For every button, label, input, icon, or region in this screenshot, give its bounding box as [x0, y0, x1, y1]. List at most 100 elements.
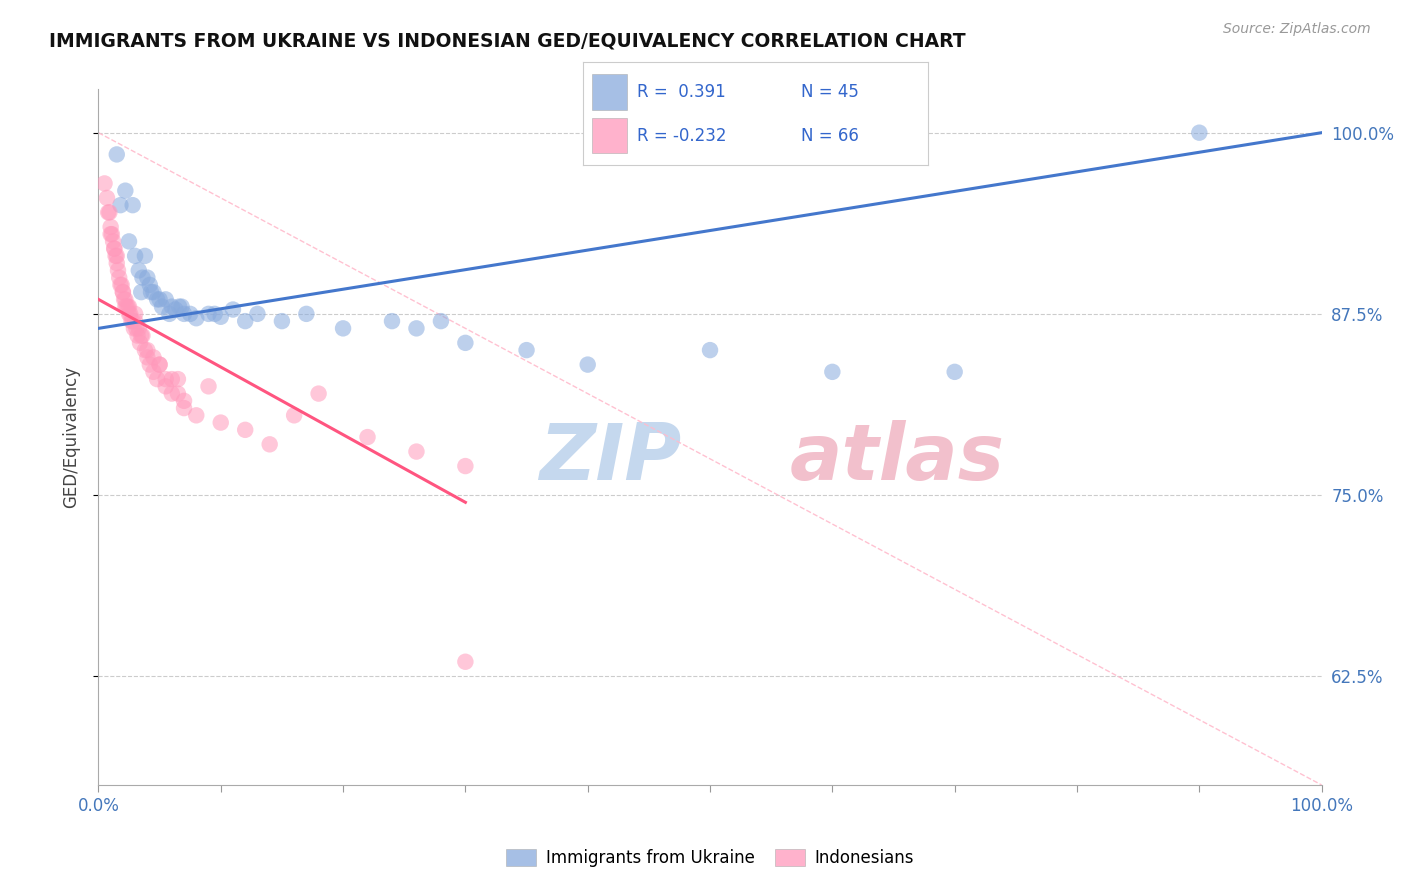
Point — [134, 343, 156, 358]
Point — [124, 249, 146, 263]
Point — [381, 314, 404, 328]
Point — [209, 310, 232, 324]
Point — [246, 307, 269, 321]
Point — [105, 147, 128, 161]
Point — [405, 444, 427, 458]
Point — [149, 358, 172, 372]
Point — [308, 386, 330, 401]
Point — [118, 307, 141, 321]
Point — [124, 314, 146, 328]
Point — [114, 184, 136, 198]
Point — [139, 358, 162, 372]
Point — [128, 321, 150, 335]
Text: IMMIGRANTS FROM UKRAINE VS INDONESIAN GED/EQUIVALENCY CORRELATION CHART: IMMIGRANTS FROM UKRAINE VS INDONESIAN GE… — [49, 31, 966, 50]
Point — [149, 293, 172, 307]
Point — [209, 416, 232, 430]
Point — [943, 365, 966, 379]
Point — [157, 307, 180, 321]
Point — [142, 285, 165, 300]
Point — [146, 293, 169, 307]
Text: Source: ZipAtlas.com: Source: ZipAtlas.com — [1223, 22, 1371, 37]
Text: N = 45: N = 45 — [800, 83, 859, 101]
Point — [160, 300, 183, 314]
Point — [146, 372, 169, 386]
Point — [121, 314, 143, 328]
Point — [127, 328, 149, 343]
Point — [129, 328, 152, 343]
Point — [1188, 126, 1211, 140]
Point — [103, 242, 125, 256]
Point — [170, 300, 193, 314]
Point — [283, 409, 305, 423]
Point — [142, 351, 165, 365]
Bar — [592, 74, 627, 110]
Point — [120, 307, 142, 321]
Text: atlas: atlas — [790, 420, 1004, 496]
Point — [155, 372, 177, 386]
Point — [160, 386, 183, 401]
Point — [167, 372, 190, 386]
Point — [167, 300, 190, 314]
Point — [454, 335, 477, 350]
Point — [155, 379, 177, 393]
Point — [122, 321, 145, 335]
Point — [101, 235, 124, 249]
Point — [120, 314, 142, 328]
Point — [576, 358, 599, 372]
Point — [96, 191, 118, 205]
Point — [430, 314, 453, 328]
Point — [107, 263, 129, 277]
Point — [131, 270, 153, 285]
Point — [197, 307, 219, 321]
Point — [186, 311, 208, 326]
Point — [100, 227, 122, 241]
Point — [155, 293, 177, 307]
Point — [173, 401, 195, 416]
Point — [139, 277, 162, 292]
Point — [93, 177, 115, 191]
Point — [114, 300, 136, 314]
Point — [149, 358, 172, 372]
Point — [186, 409, 208, 423]
Point — [100, 219, 122, 234]
Point — [136, 270, 159, 285]
Point — [454, 655, 477, 669]
Point — [105, 256, 128, 270]
Point — [160, 372, 183, 386]
Point — [125, 321, 148, 335]
Text: R = -0.232: R = -0.232 — [637, 127, 727, 145]
Point — [204, 307, 226, 321]
Point — [103, 242, 125, 256]
Point — [270, 314, 294, 328]
Point — [134, 249, 156, 263]
Point — [124, 307, 146, 321]
Point — [167, 386, 190, 401]
Bar — [592, 118, 627, 153]
Point — [356, 430, 378, 444]
Point — [136, 343, 159, 358]
Point — [179, 307, 201, 321]
Point — [516, 343, 538, 358]
Point — [222, 302, 245, 317]
Point — [295, 307, 318, 321]
Point — [131, 328, 153, 343]
Point — [108, 270, 131, 285]
Point — [332, 321, 354, 335]
Point — [129, 285, 152, 300]
Point — [105, 249, 128, 263]
Point — [115, 300, 138, 314]
Point — [111, 277, 134, 292]
Point — [111, 285, 134, 300]
Point — [118, 235, 141, 249]
Point — [405, 321, 427, 335]
Point — [104, 249, 127, 263]
Legend: Immigrants from Ukraine, Indonesians: Immigrants from Ukraine, Indonesians — [499, 843, 921, 874]
Point — [821, 365, 844, 379]
Point — [121, 198, 143, 212]
Point — [150, 300, 173, 314]
Point — [118, 300, 141, 314]
Point — [111, 285, 134, 300]
Point — [173, 393, 195, 408]
Point — [173, 307, 195, 321]
Point — [699, 343, 721, 358]
